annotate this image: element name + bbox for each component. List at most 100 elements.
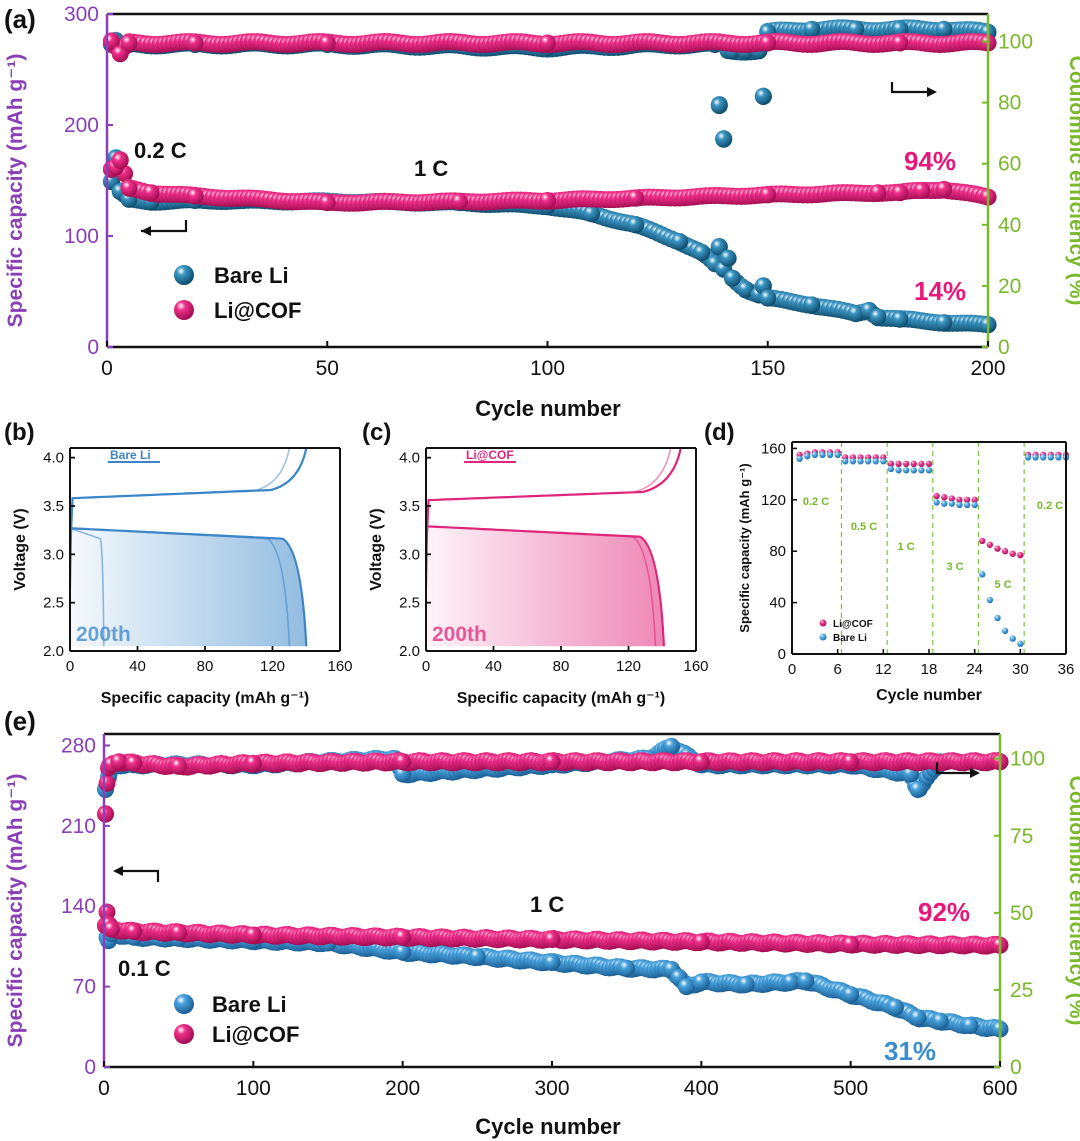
- data-point: [834, 451, 841, 459]
- data-point: [170, 924, 188, 942]
- data-point: [931, 1012, 949, 1030]
- legend-label: Li@COF: [214, 298, 301, 323]
- data-point: [956, 496, 963, 504]
- y-tick-label: 70: [73, 976, 96, 999]
- data-point: [925, 467, 933, 474]
- data-point: [948, 500, 956, 507]
- data-point: [1009, 550, 1016, 557]
- panel-e: 0 100 200 300 400 500 600070140210280025507510…: [4, 706, 1080, 1139]
- data-point: [543, 954, 561, 972]
- y2-tick-label: 40: [998, 214, 1021, 237]
- panel-c: 0 40 80 120 160 2.0 2.5 3.0 3.5 4.0 (c) Specific ca…: [362, 419, 709, 707]
- data-point: [1009, 635, 1016, 642]
- rate-annotation: 0.1 C: [118, 956, 171, 981]
- data-point: [956, 501, 963, 509]
- data-point: [142, 184, 160, 202]
- x-tick-label: 100: [236, 1077, 271, 1100]
- rate-annotation: 0.2 C: [134, 138, 187, 163]
- data-point: [1001, 548, 1009, 555]
- data-point: [869, 184, 887, 202]
- data-point: [627, 216, 645, 234]
- data-point: [994, 614, 1001, 622]
- data-point: [394, 753, 412, 771]
- data-point: [935, 20, 953, 38]
- y-tick-label: 0: [87, 336, 99, 359]
- y-axis-label: Specific capacity (mAh g⁻¹): [4, 774, 27, 1048]
- y-tick-label: 3.0: [399, 546, 420, 563]
- data-point: [125, 923, 143, 941]
- panel-label: (a): [4, 4, 36, 34]
- panel-label: (d): [704, 419, 735, 446]
- data-point: [933, 499, 940, 506]
- x-tick-label: 6: [833, 661, 841, 678]
- x-tick-label: 500: [833, 1077, 868, 1100]
- y-tick-label: 3.5: [43, 498, 64, 515]
- x-tick-label: 0: [98, 1077, 110, 1100]
- data-point: [910, 460, 917, 468]
- charge-curve: [424, 447, 682, 555]
- data-point: [1047, 454, 1054, 461]
- data-point: [902, 467, 910, 474]
- x-axis-label: Specific capacity (mAh g⁻¹): [457, 690, 666, 707]
- arrow-left-icon: [141, 226, 151, 236]
- y-tick-label: 120: [761, 492, 786, 509]
- data-point: [1032, 454, 1039, 461]
- legend-marker: [174, 994, 194, 1014]
- x-tick-label: 0: [101, 357, 113, 380]
- data-point: [782, 973, 800, 991]
- y2-axis-label: Coulombic efficiency (%): [1065, 56, 1080, 306]
- legend-marker: [819, 619, 827, 627]
- y2-tick-label: 50: [1010, 902, 1033, 925]
- y-tick-label: 200: [64, 114, 99, 137]
- x-tick-label: 160: [683, 658, 708, 675]
- rate-annotation: 1 C: [414, 156, 448, 181]
- data-point: [96, 805, 114, 823]
- data-point: [933, 492, 940, 500]
- data-point: [618, 959, 636, 977]
- data-point: [662, 737, 680, 755]
- data-point: [842, 935, 860, 953]
- y-tick-label: 140: [61, 895, 96, 918]
- rate-label: 0.5 C: [851, 521, 877, 533]
- y-tick-label: 2.0: [399, 643, 420, 660]
- arrow-right-icon: [935, 762, 972, 775]
- rate-label: 0.2 C: [1037, 500, 1063, 512]
- panel-b: 0 40 80 120 160 2.0 2.5 3.0 3.5 4.0 (b) Specific ca…: [4, 419, 353, 707]
- x-tick-label: 40: [129, 658, 146, 675]
- data-point: [692, 973, 710, 991]
- data-point: [979, 571, 986, 578]
- data-point: [450, 193, 468, 211]
- x-tick-label: 120: [260, 658, 285, 675]
- data-point: [803, 296, 821, 314]
- data-point: [797, 972, 815, 990]
- data-point: [102, 920, 120, 938]
- data-point: [842, 986, 860, 1004]
- data-point: [719, 249, 737, 267]
- y2-tick-label: 0: [998, 336, 1010, 359]
- x-tick-label: 200: [385, 1077, 420, 1100]
- data-point: [1001, 627, 1009, 635]
- data-point: [110, 753, 128, 771]
- data-point: [826, 451, 834, 459]
- data-point: [1055, 454, 1062, 461]
- legend-marker: [819, 633, 827, 641]
- data-point: [543, 931, 561, 949]
- y2-tick-label: 100: [998, 30, 1033, 53]
- data-point: [677, 978, 695, 996]
- data-point: [796, 455, 803, 462]
- discharge-curve: [425, 525, 665, 647]
- data-point: [986, 541, 994, 548]
- data-point: [715, 130, 733, 148]
- data-point: [627, 189, 645, 207]
- data-point: [971, 501, 978, 509]
- data-point: [1039, 454, 1047, 461]
- legend-label: Bare Li: [212, 992, 287, 1017]
- y-axis-label: Voltage (V): [12, 508, 29, 590]
- data-point: [918, 467, 925, 474]
- data-point: [909, 1009, 927, 1027]
- data-point: [869, 308, 887, 326]
- data-point: [98, 903, 116, 921]
- panel-label: (c): [362, 419, 391, 446]
- data-point: [710, 97, 728, 115]
